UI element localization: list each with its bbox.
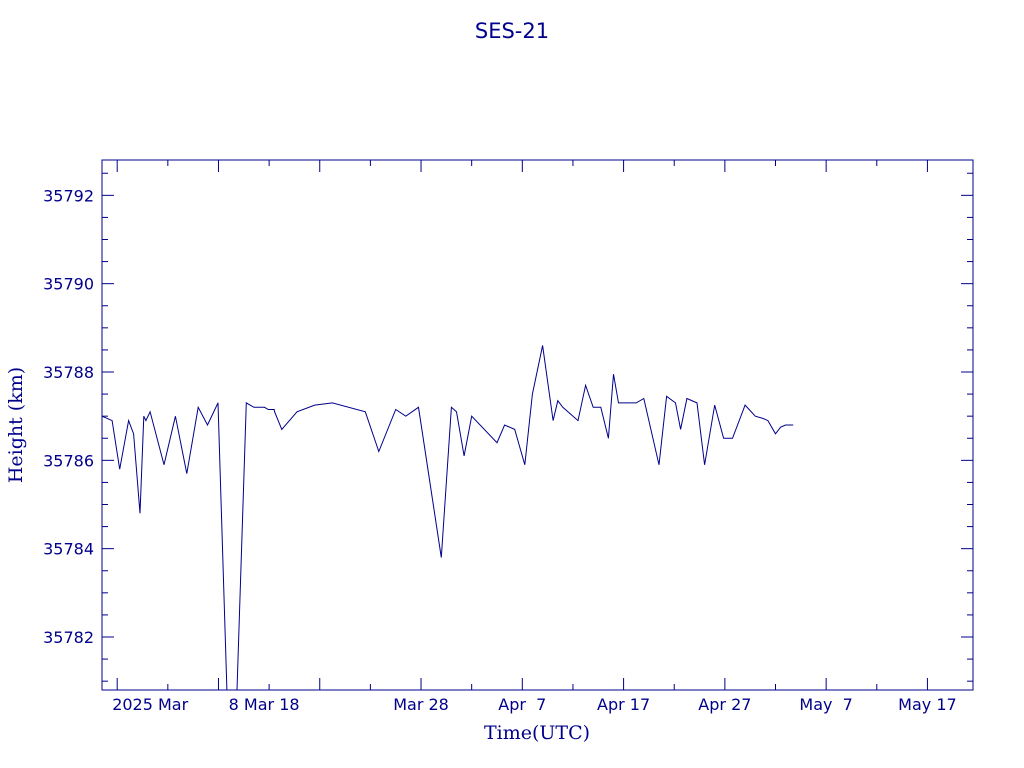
plot-frame: [101, 159, 974, 691]
series-layer: [102, 345, 794, 690]
x-tick-label: May 7: [799, 695, 852, 714]
y-tick-label: 35790: [43, 275, 94, 294]
y-tick-label: 35786: [43, 451, 94, 470]
x-tick-label: Mar 28: [393, 695, 449, 714]
y-tick-label: 35782: [43, 628, 94, 647]
x-tick-label: Apr 17: [597, 695, 650, 714]
y-tick-label: 35792: [43, 186, 94, 205]
y-tick-label: 35784: [43, 540, 94, 559]
x-tick-label: 2025 Mar: [112, 695, 188, 714]
y-axis-ticks: 35782 35784 35786 35788 35790 35792: [43, 172, 973, 682]
y-axis-label: Height (km): [5, 367, 27, 483]
y-tick-label: 35788: [43, 363, 94, 382]
chart-title: SES-21: [475, 19, 549, 43]
x-tick-label: Apr 27: [698, 695, 751, 714]
x-axis-label: Time(UTC): [484, 722, 590, 744]
x-tick-label: May 17: [898, 695, 957, 714]
x-tick-label: Apr 7: [498, 695, 546, 714]
x-tick-label: 8 Mar 18: [229, 695, 300, 714]
x-axis-ticks: 2025 Mar 8 Mar 18 Mar 28 Apr 7 Apr 17 Apr 27 M…: [112, 160, 957, 714]
series-line: [102, 345, 794, 690]
